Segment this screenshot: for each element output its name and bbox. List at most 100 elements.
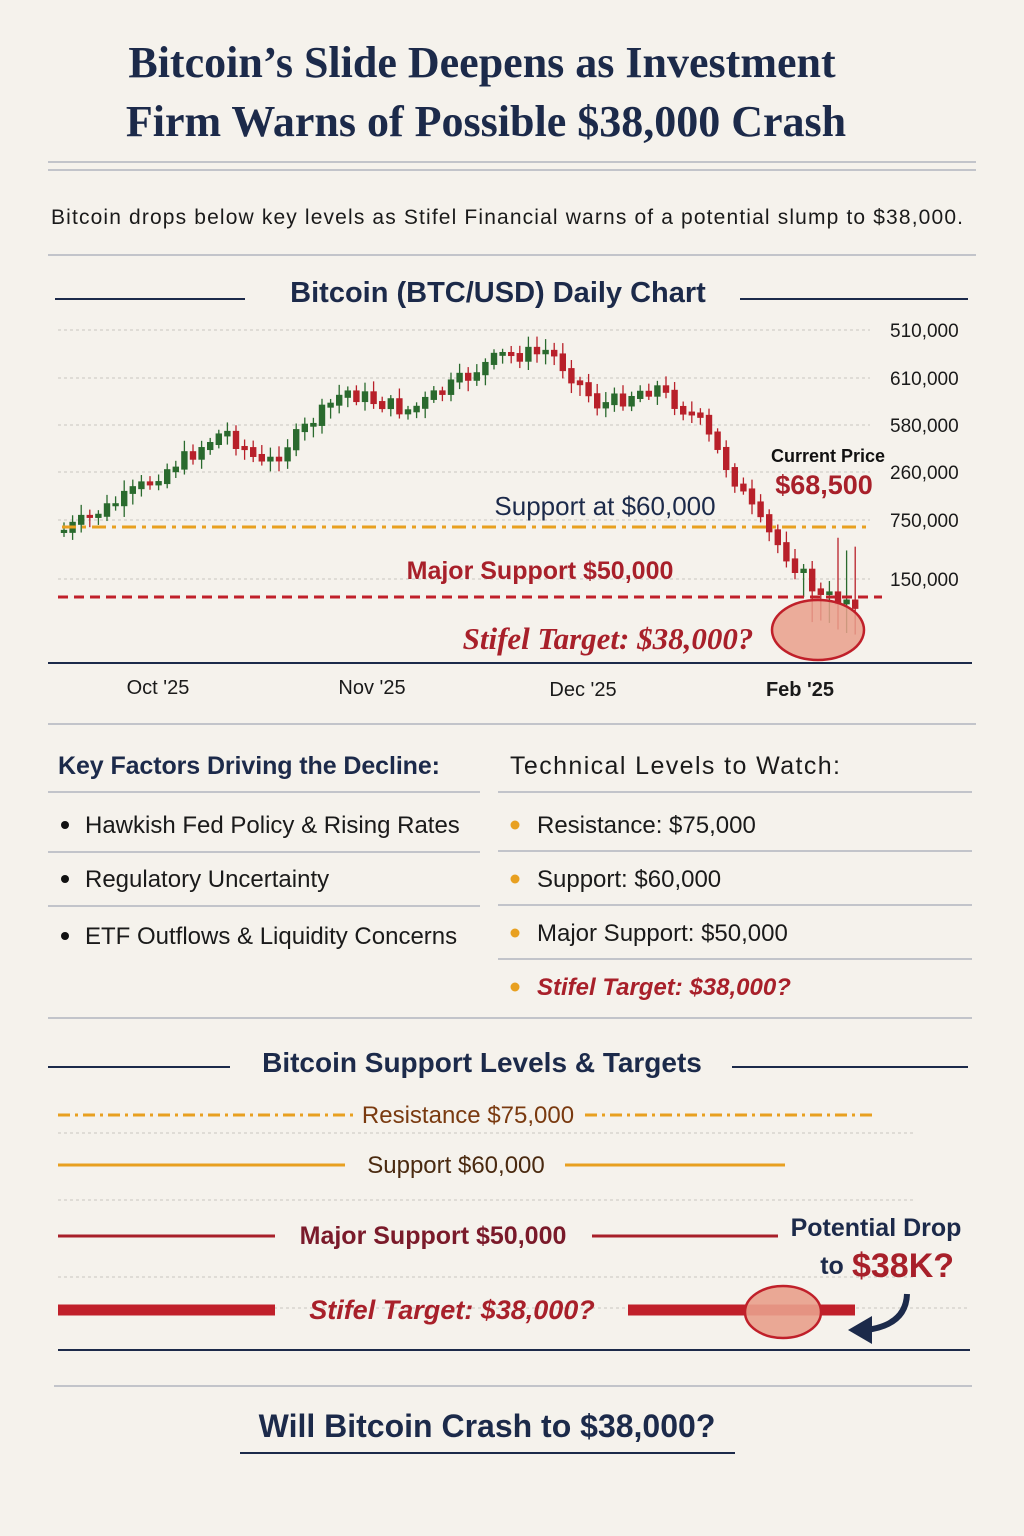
candle-body: [138, 481, 145, 490]
major-support-label: Major Support $50,000: [407, 557, 674, 585]
candle-body: [103, 503, 111, 517]
title: Bitcoin’s Slide Deepens as Investment: [128, 38, 836, 87]
candle-body: [671, 389, 678, 409]
subtitle: Bitcoin drops below key levels as Stifel…: [51, 206, 963, 229]
candle-body: [60, 529, 68, 533]
candle-body: [215, 433, 222, 446]
factors-list: Hawkish Fed Policy & Rising Rates Regulat…: [48, 812, 480, 950]
candle-body: [800, 568, 807, 573]
current-price: $68,500: [775, 470, 873, 500]
candle-body: [559, 353, 566, 372]
candle-body: [172, 466, 179, 473]
candle-body: [766, 514, 773, 533]
candle-body: [662, 385, 670, 393]
candle-body: [207, 442, 214, 451]
factors-title: Key Factors Driving the Decline:: [58, 752, 440, 780]
candle-body: [697, 412, 704, 418]
support-label: Support $60,000: [367, 1152, 544, 1179]
candle-body: [619, 393, 627, 407]
candle-body: [327, 402, 334, 408]
candle-body: [189, 451, 197, 460]
candle-body: [585, 382, 592, 397]
support-chart-title: Bitcoin Support Levels & Targets: [262, 1047, 702, 1078]
candle-body: [318, 404, 326, 426]
candle-body: [714, 431, 721, 450]
factor-item: Regulatory Uncertainty: [85, 866, 329, 893]
candle-body: [370, 391, 377, 405]
drop-label: Potential Drop: [791, 1214, 962, 1242]
candle-body: [250, 447, 257, 457]
candle-body: [413, 405, 420, 413]
chart-title: Bitcoin (BTC/USD) Daily Chart: [290, 277, 706, 309]
levels-title: Technical Levels to Watch:: [510, 752, 840, 780]
support-label: Support at $60,000: [494, 491, 715, 521]
arrow: [865, 1293, 910, 1333]
bullet: [61, 932, 69, 940]
candle-body: [645, 390, 652, 397]
level-item: Major Support: $50,000: [537, 920, 788, 947]
candle-body: [482, 361, 489, 376]
candle-body: [740, 483, 747, 492]
candle-body: [499, 351, 506, 356]
factor-item: ETF Outflows & Liquidity Concerns: [85, 923, 457, 950]
target-label: Stifel Target: $38,000?: [309, 1295, 595, 1325]
candle-body: [757, 501, 764, 518]
candle-body: [267, 456, 274, 462]
candle-body: [594, 393, 601, 409]
candle-body: [387, 398, 394, 410]
candle-body: [336, 394, 343, 406]
candle-body: [422, 396, 429, 409]
resistance-label: Resistance $75,000: [362, 1102, 574, 1129]
candle-body: [353, 390, 360, 403]
candle-body: [637, 390, 644, 399]
candle-body: [817, 588, 824, 595]
bullet: [510, 874, 520, 884]
candle-body: [731, 467, 738, 487]
candle-body: [465, 372, 472, 381]
candle-body: [456, 372, 463, 383]
x-tick-label: Dec '25: [549, 679, 616, 701]
bullet: [510, 820, 520, 830]
candle-body: [843, 599, 850, 605]
candle-body: [155, 481, 162, 486]
candle-body: [310, 422, 317, 427]
candle-body: [508, 351, 515, 357]
candle-body: [447, 379, 455, 395]
y-tick-label: 510,000: [890, 321, 959, 342]
candle-body: [198, 447, 205, 460]
arrow-head: [848, 1316, 872, 1344]
x-tick-label: Oct '25: [127, 677, 190, 699]
candle-body: [404, 409, 412, 415]
candle-body: [680, 405, 687, 415]
candle-body: [293, 429, 300, 451]
y-tick-label: 580,000: [890, 416, 959, 437]
candle-body: [430, 390, 437, 400]
y-tick-label: 610,000: [890, 369, 959, 390]
candle-body: [611, 393, 618, 406]
major-support-label: Major Support $50,000: [300, 1222, 567, 1250]
candle-body: [542, 349, 549, 355]
levels-list: Resistance: $75,000 Support: $60,000 Major…: [498, 812, 972, 1001]
bullet: [61, 875, 69, 883]
candle-body: [164, 469, 171, 485]
candle-body: [602, 402, 609, 409]
candle-body: [284, 447, 291, 462]
candle-body: [748, 488, 756, 505]
y-tick-label: 150,000: [890, 570, 959, 591]
candle-body: [439, 390, 446, 395]
candle-body: [181, 451, 188, 470]
candle-body: [576, 380, 584, 386]
candle-body: [112, 503, 119, 507]
candle-body: [688, 411, 695, 416]
y-axis: 510,000 610,000 580,000 260,000 750,000 150,0…: [58, 321, 959, 591]
candle-body: [809, 568, 816, 592]
drop-value: $38K?: [852, 1247, 954, 1285]
candle-body: [628, 395, 635, 407]
candle-body: [86, 514, 93, 518]
candle-body: [723, 446, 730, 471]
candle-body: [95, 513, 102, 518]
candle-body: [490, 352, 498, 365]
candle-body: [654, 385, 661, 397]
